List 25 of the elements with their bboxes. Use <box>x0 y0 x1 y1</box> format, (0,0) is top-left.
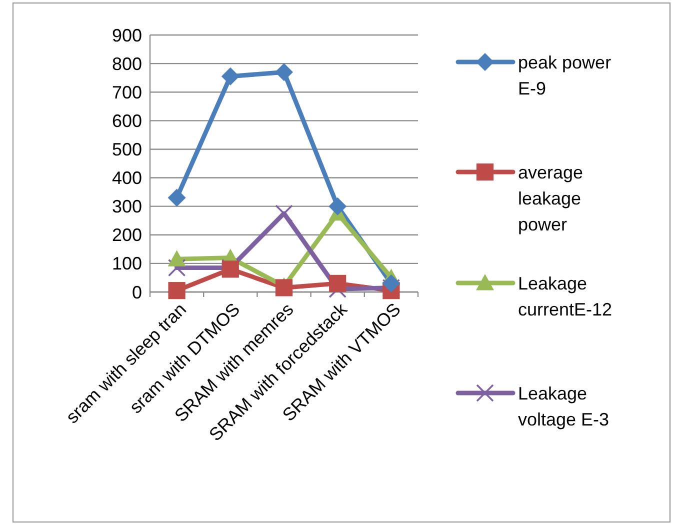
point <box>329 274 346 292</box>
y-tick-label: 600 <box>112 110 142 131</box>
legend-label: Leakage currentE-12 <box>518 273 612 320</box>
y-tick-label: 0 <box>132 282 142 302</box>
y-tick-label: 400 <box>112 168 142 188</box>
y-tick-label: 900 <box>112 25 142 46</box>
point <box>275 63 293 82</box>
y-tick-label: 200 <box>112 225 142 246</box>
point <box>328 197 347 216</box>
point <box>382 274 400 292</box>
point <box>168 250 186 266</box>
y-tick-label: 700 <box>112 82 142 102</box>
y-tick-label: 100 <box>112 254 142 274</box>
y-tick-label: 800 <box>112 54 142 74</box>
point <box>221 67 240 86</box>
point <box>275 279 293 296</box>
point <box>168 258 186 277</box>
legend-label: peak power E-9 <box>518 52 612 98</box>
point <box>168 188 186 207</box>
point <box>275 204 293 222</box>
legend-label: Leakage voltage E-3 <box>518 383 610 430</box>
y-tick-label: 300 <box>112 196 142 217</box>
point <box>168 282 186 300</box>
y-tick-label: 500 <box>112 140 142 160</box>
legend-label: average leakage power <box>518 162 584 234</box>
